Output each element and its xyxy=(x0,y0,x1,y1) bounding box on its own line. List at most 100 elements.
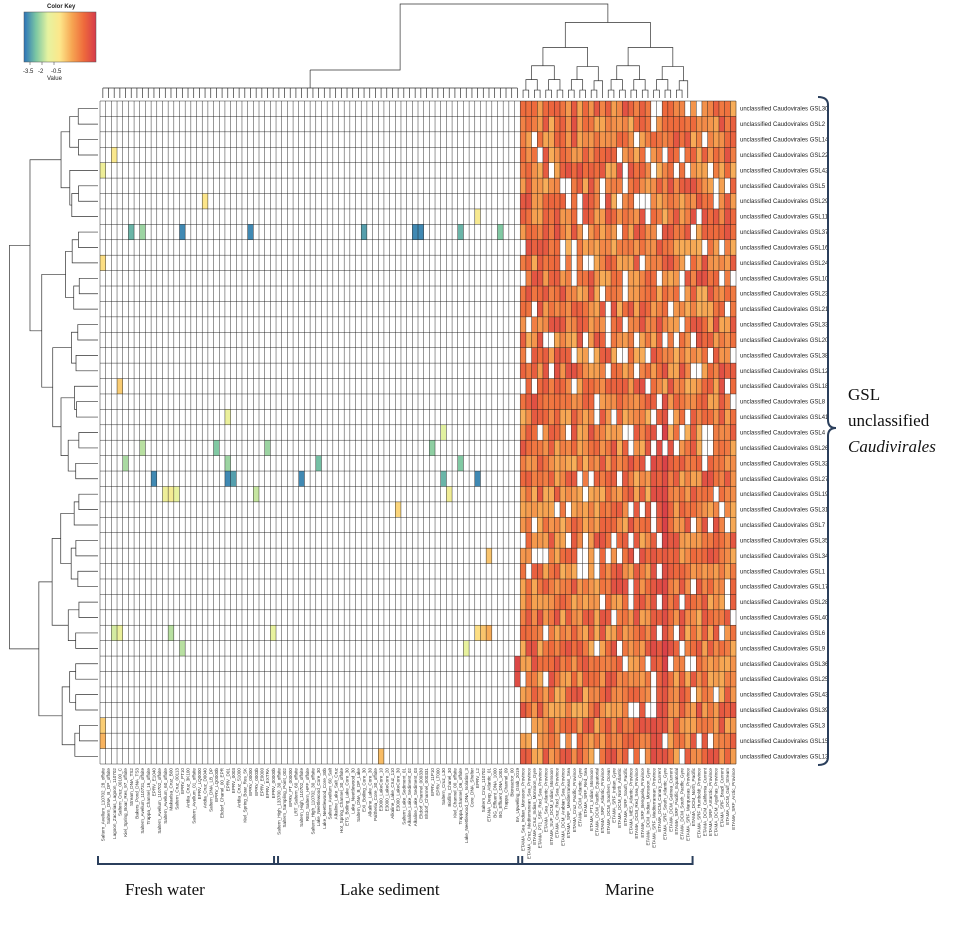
heatmap-cell xyxy=(400,208,407,225)
heatmap-cell xyxy=(332,609,339,626)
heatmap-cell xyxy=(156,609,163,626)
heatmap-cell xyxy=(145,239,152,256)
heatmap-cell xyxy=(418,409,424,425)
heatmap-cell xyxy=(707,625,714,641)
heatmap-cell xyxy=(679,363,686,379)
heatmap-cell xyxy=(298,178,305,194)
heatmap-cell xyxy=(156,563,163,580)
heatmap-cell xyxy=(230,548,237,564)
heatmap-cell xyxy=(457,316,464,333)
heatmap-cell xyxy=(718,486,725,503)
heatmap-cell xyxy=(554,301,561,318)
heatmap-cell xyxy=(366,486,373,503)
heatmap-cell xyxy=(667,532,674,549)
heatmap-cell xyxy=(310,332,316,348)
heatmap-cell xyxy=(383,594,390,611)
heatmap-cell xyxy=(701,347,708,364)
heatmap-cell xyxy=(361,640,368,657)
heatmap-cell xyxy=(117,270,123,287)
heatmap-cell xyxy=(554,178,561,194)
heatmap-cell xyxy=(673,347,680,364)
heatmap-cell xyxy=(236,424,243,441)
column-label: Lake_Neettlewood_Core_30 xyxy=(316,768,321,827)
heatmap-cell xyxy=(389,548,396,564)
heatmap-cell xyxy=(611,147,617,163)
heatmap-cell xyxy=(156,733,163,749)
heatmap-cell xyxy=(730,733,737,749)
heatmap-cell xyxy=(565,363,572,379)
heatmap-cell xyxy=(486,301,493,318)
heatmap-cell xyxy=(525,208,532,225)
heatmap-cell xyxy=(611,517,617,533)
heatmap-cell xyxy=(122,717,129,734)
heatmap-cell xyxy=(230,748,237,765)
heatmap-cell xyxy=(650,363,657,379)
heatmap-cell xyxy=(679,717,686,734)
heatmap-cell xyxy=(565,147,572,163)
heatmap-cell xyxy=(139,501,146,518)
heatmap-cell xyxy=(315,239,322,256)
heatmap-cell xyxy=(151,548,157,564)
heatmap-cell xyxy=(293,162,299,179)
heatmap-cell xyxy=(128,162,135,179)
heatmap-cell xyxy=(582,116,589,133)
column-label: Saltern_Sampling_Point_002 xyxy=(282,768,287,828)
heatmap-cell xyxy=(139,270,146,287)
heatmap-cell xyxy=(514,471,521,487)
heatmap-cell xyxy=(616,409,623,425)
heatmap-cell xyxy=(270,671,277,688)
heatmap-cell xyxy=(542,301,549,318)
heatmap-cell xyxy=(520,286,527,302)
row-dendrogram-branch xyxy=(74,385,98,410)
heatmap-cell xyxy=(378,363,385,379)
heatmap-cell xyxy=(406,440,413,456)
heatmap-cell xyxy=(503,578,510,595)
heatmap-cell xyxy=(645,640,652,657)
heatmap-cell xyxy=(338,178,345,194)
heatmap-cell xyxy=(247,208,254,225)
heatmap-cell xyxy=(469,424,475,441)
row-label: unclassified Caudovirales GSL17 xyxy=(740,585,829,591)
heatmap-cell xyxy=(701,563,708,580)
heatmap-cell xyxy=(633,625,640,641)
heatmap-cell xyxy=(707,116,714,133)
heatmap-cell xyxy=(298,656,305,672)
heatmap-cell xyxy=(452,455,458,472)
heatmap-cell xyxy=(531,193,538,210)
heatmap-cell xyxy=(446,131,453,148)
heatmap-cell xyxy=(525,748,532,765)
heatmap-cell xyxy=(457,147,464,163)
heatmap-cell xyxy=(134,409,140,425)
heatmap-cell xyxy=(117,208,123,225)
heatmap-cell xyxy=(491,733,498,749)
heatmap-cell xyxy=(679,578,686,595)
heatmap-cell xyxy=(452,440,458,456)
heatmap-cell xyxy=(684,748,691,765)
heatmap-cell xyxy=(344,131,351,148)
heatmap-cell xyxy=(219,101,226,117)
heatmap-cell xyxy=(253,455,260,472)
heatmap-cell xyxy=(724,193,731,210)
heatmap-cell xyxy=(389,116,396,133)
heatmap-cell xyxy=(633,208,640,225)
heatmap-cell xyxy=(196,147,203,163)
heatmap-cell xyxy=(378,517,385,533)
heatmap-cell xyxy=(241,131,248,148)
heatmap-cell xyxy=(236,748,243,765)
heatmap-cell xyxy=(679,347,686,364)
heatmap-cell xyxy=(633,393,640,410)
heatmap-cell xyxy=(713,301,720,318)
heatmap-cell xyxy=(185,563,192,580)
heatmap-cell xyxy=(491,101,498,117)
heatmap-cell xyxy=(202,748,209,765)
heatmap-cell xyxy=(207,440,214,456)
heatmap-cell xyxy=(134,625,140,641)
heatmap-cell xyxy=(633,702,640,718)
column-label: Saltern_High_110702_offsite xyxy=(299,768,304,827)
heatmap-cell xyxy=(253,239,260,256)
heatmap-cell xyxy=(162,393,169,410)
heatmap-cell xyxy=(406,640,413,657)
heatmap-cell xyxy=(684,178,691,194)
heatmap-cell xyxy=(100,409,106,425)
heatmap-cell xyxy=(389,501,396,518)
